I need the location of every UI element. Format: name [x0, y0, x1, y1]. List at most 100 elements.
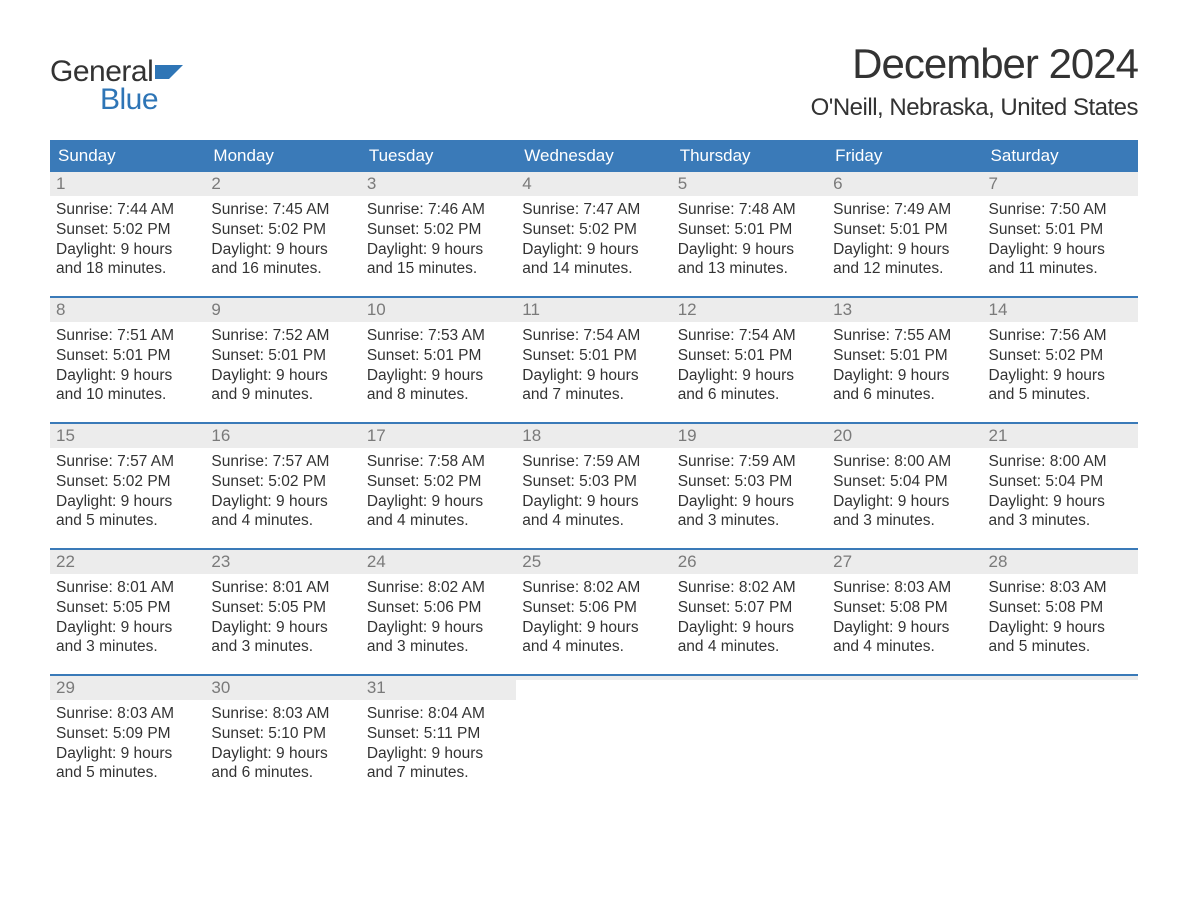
day-number: 5 [678, 174, 687, 193]
day-number-row: 23 [205, 550, 360, 574]
day-cell: 19Sunrise: 7:59 AMSunset: 5:03 PMDayligh… [672, 424, 827, 548]
daylight-line-1: Daylight: 9 hours [833, 366, 976, 386]
sunset-line: Sunset: 5:03 PM [678, 472, 821, 492]
daylight-line-2: and 3 minutes. [833, 511, 976, 531]
day-number: 4 [522, 174, 531, 193]
day-cell: 28Sunrise: 8:03 AMSunset: 5:08 PMDayligh… [983, 550, 1138, 674]
day-cell: 12Sunrise: 7:54 AMSunset: 5:01 PMDayligh… [672, 298, 827, 422]
day-body: Sunrise: 8:04 AMSunset: 5:11 PMDaylight:… [361, 700, 516, 789]
sunset-line: Sunset: 5:02 PM [56, 220, 199, 240]
day-body: Sunrise: 8:00 AMSunset: 5:04 PMDaylight:… [827, 448, 982, 537]
day-number-row: 6 [827, 172, 982, 196]
day-cell: 6 Sunrise: 7:49 AMSunset: 5:01 PMDaylight… [827, 172, 982, 296]
day-number: 15 [56, 426, 75, 445]
day-body: Sunrise: 7:53 AMSunset: 5:01 PMDaylight:… [361, 322, 516, 411]
day-body: Sunrise: 7:56 AMSunset: 5:02 PMDaylight:… [983, 322, 1138, 411]
calendar: Sunday Monday Tuesday Wednesday Thursday… [50, 140, 1138, 800]
daylight-line-1: Daylight: 9 hours [678, 240, 821, 260]
day-body: Sunrise: 8:03 AMSunset: 5:08 PMDaylight:… [983, 574, 1138, 663]
sunset-line: Sunset: 5:04 PM [989, 472, 1132, 492]
daylight-line-2: and 5 minutes. [56, 511, 199, 531]
day-number: 24 [367, 552, 386, 571]
day-cell: 18Sunrise: 7:59 AMSunset: 5:03 PMDayligh… [516, 424, 671, 548]
day-number: 27 [833, 552, 852, 571]
day-number: 7 [989, 174, 998, 193]
day-body: Sunrise: 8:02 AMSunset: 5:06 PMDaylight:… [516, 574, 671, 663]
day-cell: 23Sunrise: 8:01 AMSunset: 5:05 PMDayligh… [205, 550, 360, 674]
day-cell: 4 Sunrise: 7:47 AMSunset: 5:02 PMDaylight… [516, 172, 671, 296]
daylight-line-1: Daylight: 9 hours [211, 366, 354, 386]
sunrise-line: Sunrise: 7:53 AM [367, 326, 510, 346]
day-number: 6 [833, 174, 842, 193]
day-number: 30 [211, 678, 230, 697]
day-number-row: 24 [361, 550, 516, 574]
sunrise-line: Sunrise: 8:00 AM [989, 452, 1132, 472]
sunset-line: Sunset: 5:01 PM [56, 346, 199, 366]
daylight-line-2: and 5 minutes. [989, 385, 1132, 405]
sunrise-line: Sunrise: 8:02 AM [522, 578, 665, 598]
daylight-line-1: Daylight: 9 hours [211, 240, 354, 260]
daylight-line-1: Daylight: 9 hours [522, 492, 665, 512]
day-cell: 15Sunrise: 7:57 AMSunset: 5:02 PMDayligh… [50, 424, 205, 548]
day-number: 16 [211, 426, 230, 445]
day-number-row: 14 [983, 298, 1138, 322]
sunset-line: Sunset: 5:02 PM [211, 220, 354, 240]
daylight-line-1: Daylight: 9 hours [989, 618, 1132, 638]
daylight-line-1: Daylight: 9 hours [989, 366, 1132, 386]
day-cell: 22Sunrise: 8:01 AMSunset: 5:05 PMDayligh… [50, 550, 205, 674]
day-number-row: 15 [50, 424, 205, 448]
day-body: Sunrise: 7:47 AMSunset: 5:02 PMDaylight:… [516, 196, 671, 285]
sunset-line: Sunset: 5:01 PM [833, 220, 976, 240]
day-number-row: 20 [827, 424, 982, 448]
day-number-row: 29 [50, 676, 205, 700]
day-cell: 11Sunrise: 7:54 AMSunset: 5:01 PMDayligh… [516, 298, 671, 422]
sunset-line: Sunset: 5:11 PM [367, 724, 510, 744]
sunrise-line: Sunrise: 8:03 AM [211, 704, 354, 724]
sunset-line: Sunset: 5:05 PM [211, 598, 354, 618]
day-number: 10 [367, 300, 386, 319]
location-subtitle: O'Neill, Nebraska, United States [811, 94, 1138, 122]
day-cell-empty [672, 676, 827, 800]
weekday-monday: Monday [205, 140, 360, 172]
daylight-line-1: Daylight: 9 hours [211, 618, 354, 638]
day-number-row: 26 [672, 550, 827, 574]
daylight-line-1: Daylight: 9 hours [989, 240, 1132, 260]
sunrise-line: Sunrise: 7:56 AM [989, 326, 1132, 346]
day-body: Sunrise: 7:49 AMSunset: 5:01 PMDaylight:… [827, 196, 982, 285]
daylight-line-2: and 15 minutes. [367, 259, 510, 279]
sunset-line: Sunset: 5:06 PM [367, 598, 510, 618]
day-number-row [516, 676, 671, 680]
day-number: 23 [211, 552, 230, 571]
daylight-line-1: Daylight: 9 hours [989, 492, 1132, 512]
day-cell-empty [983, 676, 1138, 800]
day-body: Sunrise: 8:03 AMSunset: 5:09 PMDaylight:… [50, 700, 205, 789]
day-number-row: 31 [361, 676, 516, 700]
sunset-line: Sunset: 5:01 PM [678, 220, 821, 240]
day-cell: 8Sunrise: 7:51 AMSunset: 5:01 PMDaylight… [50, 298, 205, 422]
day-number-row: 16 [205, 424, 360, 448]
day-cell: 26Sunrise: 8:02 AMSunset: 5:07 PMDayligh… [672, 550, 827, 674]
sunrise-line: Sunrise: 8:02 AM [678, 578, 821, 598]
sunrise-line: Sunrise: 7:45 AM [211, 200, 354, 220]
day-cell: 3Sunrise: 7:46 AMSunset: 5:02 PMDaylight… [361, 172, 516, 296]
weekday-saturday: Saturday [983, 140, 1138, 172]
day-number-row: 4 [516, 172, 671, 196]
sunset-line: Sunset: 5:01 PM [833, 346, 976, 366]
weekday-friday: Friday [827, 140, 982, 172]
day-cell: 29Sunrise: 8:03 AMSunset: 5:09 PMDayligh… [50, 676, 205, 800]
sunset-line: Sunset: 5:02 PM [522, 220, 665, 240]
day-number-row: 7 [983, 172, 1138, 196]
sunset-line: Sunset: 5:02 PM [211, 472, 354, 492]
daylight-line-2: and 11 minutes. [989, 259, 1132, 279]
day-cell: 24Sunrise: 8:02 AMSunset: 5:06 PMDayligh… [361, 550, 516, 674]
daylight-line-1: Daylight: 9 hours [56, 492, 199, 512]
daylight-line-2: and 3 minutes. [367, 637, 510, 657]
day-number: 14 [989, 300, 1008, 319]
sunset-line: Sunset: 5:02 PM [56, 472, 199, 492]
day-body: Sunrise: 7:52 AMSunset: 5:01 PMDaylight:… [205, 322, 360, 411]
sunrise-line: Sunrise: 7:46 AM [367, 200, 510, 220]
sunrise-line: Sunrise: 7:57 AM [211, 452, 354, 472]
week-row: 22Sunrise: 8:01 AMSunset: 5:05 PMDayligh… [50, 548, 1138, 674]
day-number-row: 1 [50, 172, 205, 196]
daylight-line-2: and 18 minutes. [56, 259, 199, 279]
